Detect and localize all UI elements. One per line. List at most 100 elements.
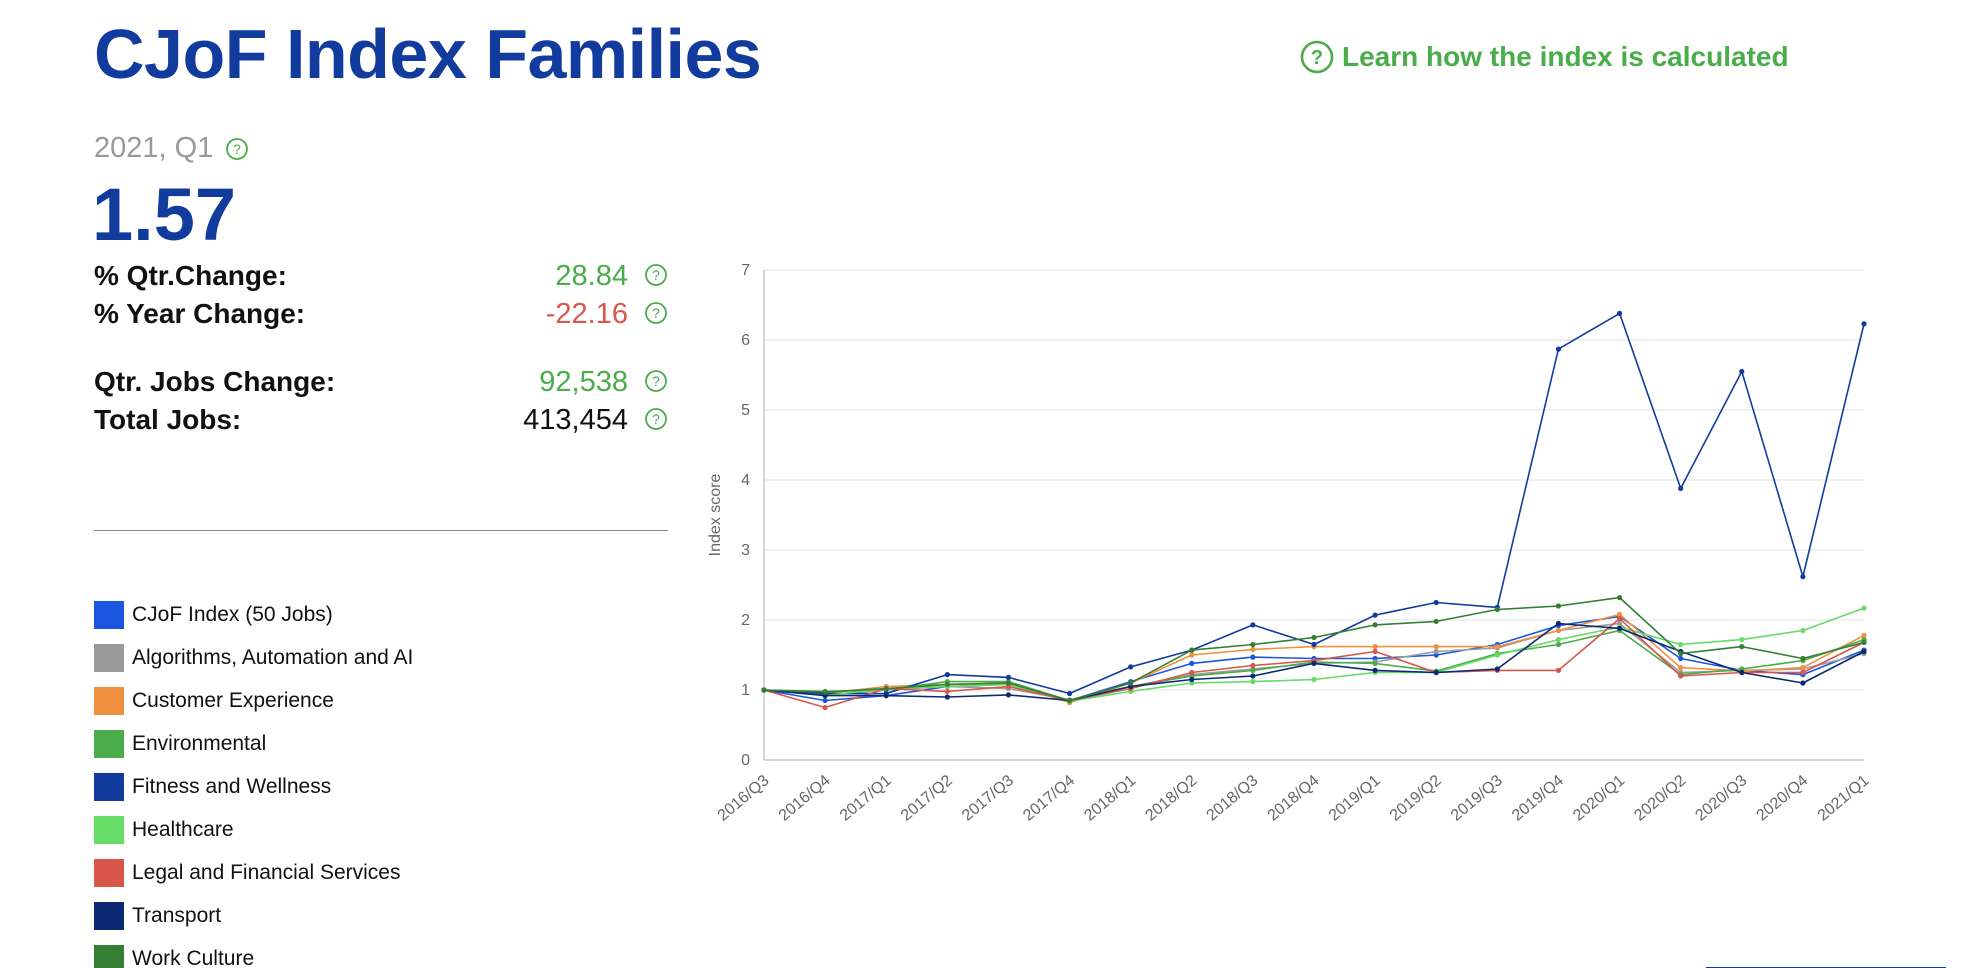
data-point — [822, 697, 828, 704]
x-tick-label: 2019/Q3 — [1448, 772, 1506, 825]
y-axis-label: Index score — [707, 474, 724, 557]
legend-label: CJoF Index (50 Jobs) — [132, 602, 333, 626]
data-point — [1189, 669, 1195, 676]
data-point — [1311, 634, 1317, 641]
data-point — [1800, 669, 1806, 676]
data-point — [1372, 612, 1378, 618]
data-point — [1555, 637, 1562, 643]
legend-swatch — [94, 772, 124, 801]
legend-item[interactable]: Healthcare — [94, 808, 413, 851]
data-point — [1555, 620, 1562, 627]
data-point — [1555, 603, 1562, 609]
help-icon: ? — [1300, 40, 1334, 74]
y-tick-label: 6 — [741, 332, 750, 349]
jobs-change-help-icon[interactable]: ? — [644, 369, 668, 393]
data-point — [944, 672, 950, 678]
x-tick-label: 2018/Q1 — [1081, 772, 1139, 825]
x-tick-label: 2018/Q2 — [1142, 772, 1200, 825]
legend-item[interactable]: Algorithms, Automation and AI — [94, 636, 413, 679]
legend-label: Legal and Financial Services — [132, 860, 401, 884]
data-point — [1739, 368, 1745, 375]
legend-item[interactable]: Environmental — [94, 722, 413, 765]
x-tick-label: 2016/Q4 — [776, 772, 834, 825]
legend-item[interactable]: Work Culture — [94, 937, 413, 968]
legend-label: Algorithms, Automation and AI — [132, 645, 414, 669]
stat-row-jobs-change: Qtr. Jobs Change: 92,538 ? — [94, 366, 668, 404]
svg-text:?: ? — [233, 141, 241, 157]
data-point — [1250, 662, 1256, 669]
x-tick-label: 2016/Q3 — [715, 772, 773, 825]
data-point — [1616, 595, 1623, 601]
data-point — [1189, 652, 1195, 658]
data-point — [1128, 680, 1134, 686]
legend-item[interactable]: Fitness and Wellness — [94, 765, 413, 808]
y-tick-label: 4 — [741, 472, 750, 489]
data-point — [1861, 639, 1867, 646]
data-point — [1678, 665, 1684, 671]
learn-index-link[interactable]: ? Learn how the index is calculated — [1300, 40, 1789, 74]
legend-item[interactable]: CJoF Index (50 Jobs) — [94, 593, 413, 636]
data-point — [1250, 667, 1256, 674]
data-point — [1250, 654, 1256, 660]
data-point — [1128, 664, 1134, 670]
data-point — [1739, 669, 1745, 676]
data-point — [1861, 321, 1867, 327]
x-tick-label: 2017/Q2 — [898, 772, 956, 825]
data-point — [1433, 644, 1439, 650]
legend-swatch — [94, 858, 124, 887]
legend-label: Customer Experience — [132, 688, 334, 712]
data-point — [1494, 666, 1500, 672]
year-change-help-icon[interactable]: ? — [644, 301, 668, 325]
data-point — [1189, 647, 1195, 653]
divider — [94, 530, 668, 531]
data-point — [1800, 655, 1806, 662]
data-point — [1800, 574, 1806, 580]
legend-label: Fitness and Wellness — [132, 774, 332, 798]
data-point — [822, 689, 828, 695]
legend-item[interactable]: Legal and Financial Services — [94, 851, 413, 894]
stat-label-qtr-change: % Qtr.Change: — [94, 260, 287, 291]
legend-item[interactable]: Customer Experience — [94, 679, 413, 722]
x-tick-label: 2018/Q4 — [1265, 772, 1323, 825]
data-point — [1739, 644, 1745, 650]
data-point — [1372, 622, 1378, 628]
data-point — [1678, 655, 1684, 662]
x-tick-label: 2020/Q3 — [1692, 772, 1750, 825]
period-label: 2021, Q1 ? — [94, 132, 249, 165]
y-tick-label: 1 — [741, 682, 750, 699]
stat-row-qtr-change: % Qtr.Change: 28.84 ? — [94, 260, 668, 298]
stat-value-jobs-change: 92,538 — [539, 366, 628, 398]
y-tick-label: 2 — [741, 612, 750, 629]
data-point — [1861, 648, 1867, 655]
legend-swatch — [94, 600, 124, 629]
stat-label-jobs-change: Qtr. Jobs Change: — [94, 366, 336, 397]
stat-value-qtr-change: 28.84 — [555, 260, 628, 292]
total-jobs-help-icon[interactable]: ? — [644, 407, 668, 431]
legend-item[interactable]: Transport — [94, 894, 413, 937]
x-tick-label: 2017/Q4 — [1020, 772, 1078, 825]
x-tick-label: 2017/Q3 — [959, 772, 1017, 825]
data-point — [1616, 611, 1623, 618]
x-tick-label: 2019/Q2 — [1387, 772, 1445, 825]
legend-label: Healthcare — [132, 817, 234, 841]
data-point — [1555, 346, 1562, 352]
data-point — [1189, 676, 1195, 683]
stat-value-total-jobs: 413,454 — [523, 404, 628, 436]
data-point — [944, 694, 950, 700]
x-tick-label: 2017/Q1 — [837, 772, 895, 825]
chart-legend: CJoF Index (50 Jobs) Algorithms, Automati… — [94, 593, 413, 968]
data-point — [944, 681, 950, 688]
data-point — [1494, 644, 1500, 650]
data-point — [1433, 669, 1439, 676]
period-help-icon[interactable]: ? — [225, 137, 249, 161]
data-point — [1433, 599, 1439, 606]
data-point — [1555, 641, 1562, 648]
period-text: 2021, Q1 — [94, 132, 214, 164]
data-point — [1494, 606, 1500, 613]
data-point — [1555, 667, 1562, 674]
svg-text:?: ? — [652, 411, 660, 427]
legend-swatch — [94, 901, 124, 930]
svg-text:?: ? — [652, 267, 660, 283]
svg-text:?: ? — [652, 373, 660, 389]
qtr-change-help-icon[interactable]: ? — [644, 263, 668, 287]
